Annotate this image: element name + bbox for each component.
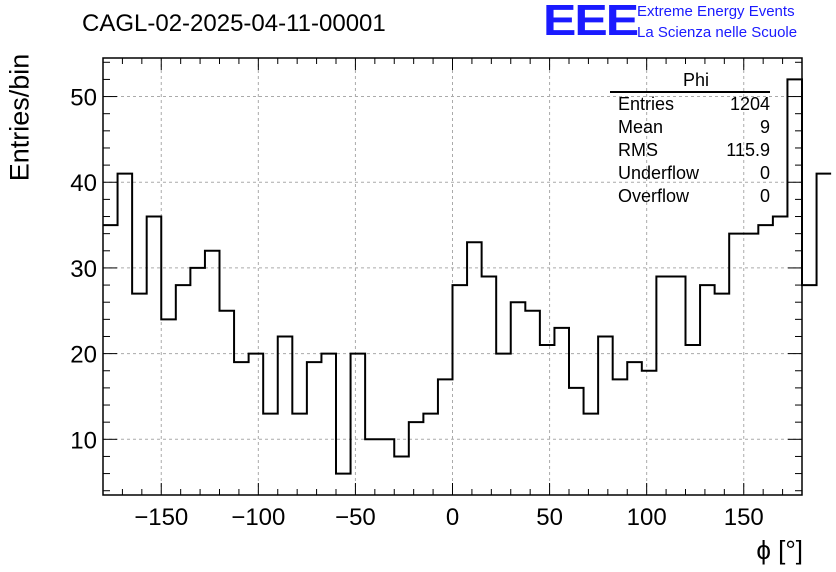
histogram-bin [671,277,686,496]
histogram-bin [686,345,701,495]
stats-label: Underflow [618,163,700,183]
eee-logo-line2: La Scienza nelle Scuole [637,24,798,41]
histogram-bin [584,414,599,495]
x-tick-label: 50 [536,504,563,531]
histogram-bin [613,379,628,495]
stats-row: Entries 1204 [610,93,770,116]
histogram-bin [161,319,176,495]
stats-row: RMS 115.9 [610,139,770,162]
x-tick-label: 0 [446,504,459,531]
histogram-bin [234,362,249,495]
histogram-bin [744,234,759,495]
histogram-bin [147,217,162,495]
histogram-bin [176,285,191,495]
histogram-bin [220,311,235,495]
histogram-bin [365,439,380,495]
stats-label: Mean [618,117,664,137]
y-tick-label: 20 [70,342,97,369]
histogram-bin [642,371,657,495]
stats-value: 0 [759,186,770,206]
histogram-bin [496,354,511,495]
histogram-bin [321,354,336,495]
x-tick-label: 150 [724,504,764,531]
histogram-bin [773,217,788,495]
histogram-bin [656,277,671,496]
histogram-bin [205,251,220,495]
histogram-bin [103,225,118,495]
histogram-bin [249,354,264,495]
histogram-bin [307,362,322,495]
stats-divider [610,91,770,93]
histogram-bin [758,225,773,495]
x-tick-label: 100 [627,504,667,531]
histogram-bin [263,414,278,495]
stats-row: Underflow 0 [610,162,770,185]
histogram-bin [394,456,409,495]
stats-row: Overflow 0 [610,185,770,208]
histogram-bin [482,277,497,496]
histogram-bin [569,388,584,495]
histogram-bin [598,336,613,495]
histogram-bin [817,174,832,495]
stats-value: 9 [759,117,770,137]
stats-value: 1204 [729,94,770,114]
histogram-bin [802,285,817,495]
histogram-bin [729,234,744,495]
x-axis-label: ϕ [°] [756,535,803,565]
histogram-bin [118,174,133,495]
histogram-bin [554,328,569,495]
histogram-bin [627,362,642,495]
histogram-bin [715,294,730,495]
histogram-bin [467,242,482,495]
stats-value: 115.9 [726,140,770,160]
histogram-bin [190,268,205,495]
stats-label: Entries [618,94,675,114]
y-tick-label: 30 [70,256,97,283]
x-tick-label: −100 [231,504,285,531]
histogram-bin [453,285,468,495]
histogram-bin [336,474,351,495]
histogram-bin [787,79,802,495]
x-tick-label: −50 [335,504,376,531]
histogram-bin [409,422,424,495]
stats-label: RMS [618,140,658,160]
histogram-bin [132,294,147,495]
y-tick-label: 50 [70,85,97,112]
stats-name: Phi [682,70,709,90]
y-tick-label: 40 [70,170,97,197]
histogram-line [103,78,832,475]
chart-title: CAGL-02-2025-04-11-00001 [82,10,386,37]
histogram-bin [423,414,438,495]
histogram-bin [292,414,307,495]
eee-logo-line1: Extreme Energy Events [637,3,795,20]
histogram-bin [351,354,366,495]
histogram-bin [525,311,540,495]
y-axis-label: Entries/bin [4,53,35,182]
stats-box: Phi Entries 1204 Mean 9 RMS 115.9 Underflow… [610,70,770,208]
histogram-bin [438,379,453,495]
histogram-bin [540,345,555,495]
stats-row: Mean 9 [610,116,770,139]
stats-value: 0 [759,163,770,183]
eee-logo-mark: EEE [543,0,639,45]
histogram-bin [278,336,293,495]
x-tick-label: −150 [134,504,188,531]
histogram-bin [700,285,715,495]
stats-label: Overflow [618,186,690,206]
histogram-bin [380,439,395,495]
y-tick-label: 10 [70,427,97,454]
histogram-bin [511,302,526,495]
